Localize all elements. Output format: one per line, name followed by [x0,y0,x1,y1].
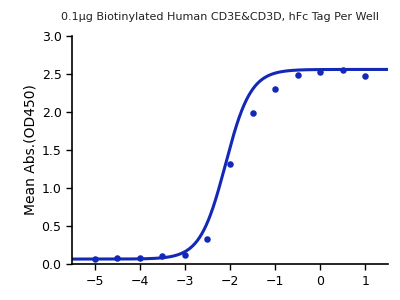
Point [114,256,120,260]
Point [159,254,166,259]
Point [227,162,233,167]
Y-axis label: Mean Abs.(OD450): Mean Abs.(OD450) [24,85,38,215]
Text: 0.1μg Biotinylated Human CD3E&CD3D, hFc Tag Per Well: 0.1μg Biotinylated Human CD3E&CD3D, hFc … [61,12,379,22]
Point [317,70,324,75]
Point [136,256,143,260]
Point [182,253,188,257]
Point [362,73,369,78]
Point [249,110,256,115]
Point [204,236,211,241]
Point [294,72,301,77]
Point [91,256,98,261]
Point [272,87,278,92]
Point [340,68,346,73]
